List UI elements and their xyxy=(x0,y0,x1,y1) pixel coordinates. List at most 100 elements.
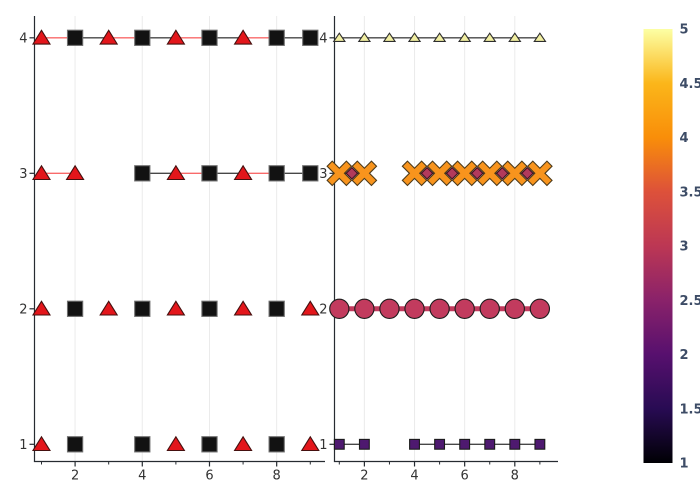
marker-circle xyxy=(429,298,450,319)
marker-triangle xyxy=(32,300,51,316)
x-tick-label-6: 6 xyxy=(461,469,469,484)
marker-xcross xyxy=(326,160,353,187)
marker-triangle xyxy=(65,164,85,181)
marker-diamond xyxy=(345,166,359,180)
marker-circle xyxy=(329,298,350,319)
marker-triangle xyxy=(300,435,320,452)
colorbar-tick-label-4: 4 xyxy=(680,131,689,146)
marker-xcross xyxy=(401,160,428,187)
marker-diamond xyxy=(520,166,534,180)
marker-square xyxy=(66,29,84,46)
marker-circle xyxy=(529,298,551,319)
marker-diamond xyxy=(470,166,484,180)
marker-square xyxy=(534,438,546,450)
colorbar-tick-label-3: 3 xyxy=(680,240,689,255)
marker-square xyxy=(268,29,285,46)
colorbar-tick-label-4.5: 4.5 xyxy=(680,77,700,92)
subplot-left: 2 4 6 8 1 2 3 4 xyxy=(19,16,325,484)
series-row-y2 xyxy=(329,298,551,319)
x-tick-label-4: 4 xyxy=(410,469,418,484)
marker-triangle xyxy=(432,32,447,42)
marker-square xyxy=(201,29,218,46)
marker-square xyxy=(134,300,151,317)
series-row-y3 xyxy=(326,160,553,187)
marker-square xyxy=(268,165,285,182)
marker-square xyxy=(201,436,218,453)
marker-circle xyxy=(379,298,400,319)
gridlines xyxy=(363,16,516,462)
marker-xcross xyxy=(451,160,478,187)
marker-square xyxy=(302,165,319,182)
marker-circle xyxy=(479,298,500,319)
y-tick-label-4: 4 xyxy=(319,31,327,46)
marker-xcross xyxy=(426,160,453,187)
marker-diamond xyxy=(495,166,509,180)
marker-xcross xyxy=(351,160,378,187)
x-tick-label-6: 6 xyxy=(205,469,213,484)
marker-triangle xyxy=(166,29,186,45)
marker-square xyxy=(302,29,319,46)
colorbar-bar xyxy=(643,29,673,463)
marker-square xyxy=(484,438,496,450)
marker-circle xyxy=(504,298,525,319)
marker-square xyxy=(268,436,285,453)
marker-triangle xyxy=(233,29,253,45)
marker-triangle xyxy=(533,32,547,42)
marker-triangle xyxy=(166,164,186,181)
marker-square xyxy=(134,436,151,453)
series-row-y4 xyxy=(332,32,547,42)
marker-triangle xyxy=(483,32,497,42)
marker-triangle xyxy=(407,32,422,42)
marker-xcross xyxy=(501,160,528,187)
gridlines xyxy=(74,16,278,462)
marker-xcross xyxy=(476,160,503,187)
y-tick-label-1: 1 xyxy=(19,438,27,453)
colorbar: 1 1.5 2 2.5 3 3.5 4 4.5 5 xyxy=(643,23,700,472)
marker-triangle xyxy=(332,32,346,42)
marker-triangle xyxy=(32,435,51,452)
series-row-y3 xyxy=(32,164,319,182)
marker-diamond xyxy=(420,166,434,180)
x-tick-label-8: 8 xyxy=(511,469,519,484)
marker-square xyxy=(134,165,151,182)
marker-circle xyxy=(354,298,375,319)
series-row-y1 xyxy=(333,438,546,450)
marker-circle xyxy=(404,298,425,319)
series-row-y4 xyxy=(32,29,319,46)
y-tick-label-1: 1 xyxy=(319,438,327,453)
x-tick-label-2: 2 xyxy=(71,469,79,484)
marker-triangle xyxy=(458,32,472,42)
marker-triangle xyxy=(166,435,186,452)
marker-square xyxy=(459,438,471,450)
axis-ticks: 2 4 6 8 1 2 3 4 xyxy=(19,31,311,484)
y-tick-label-2: 2 xyxy=(19,302,27,317)
marker-triangle xyxy=(233,164,253,181)
series-row-y2 xyxy=(32,300,320,317)
marker-triangle xyxy=(233,300,253,316)
marker-square xyxy=(201,165,218,182)
x-tick-label-4: 4 xyxy=(138,469,146,484)
y-tick-label-3: 3 xyxy=(19,167,27,182)
colorbar-tick-label-1: 1 xyxy=(680,457,689,472)
marker-square xyxy=(134,29,151,46)
x-tick-label-2: 2 xyxy=(360,469,368,484)
marker-xcross xyxy=(526,160,553,187)
marker-diamond xyxy=(445,166,459,180)
marker-triangle xyxy=(233,435,253,452)
y-tick-label-3: 3 xyxy=(319,167,327,182)
marker-square xyxy=(268,300,285,317)
marker-square xyxy=(66,300,84,317)
marker-circle xyxy=(454,298,475,319)
colorbar-tick-label-5: 5 xyxy=(680,23,689,38)
marker-triangle xyxy=(99,300,119,316)
colorbar-tick-label-2.5: 2.5 xyxy=(680,294,700,309)
y-tick-label-2: 2 xyxy=(319,302,327,317)
marker-square xyxy=(333,438,345,450)
marker-triangle xyxy=(357,32,372,42)
subplot-right: 2 4 6 8 1 2 3 4 xyxy=(319,16,558,484)
marker-triangle xyxy=(382,32,397,42)
colorbar-tick-label-3.5: 3.5 xyxy=(680,185,700,200)
colorbar-tick-label-1.5: 1.5 xyxy=(680,402,700,417)
marker-square xyxy=(66,436,84,453)
